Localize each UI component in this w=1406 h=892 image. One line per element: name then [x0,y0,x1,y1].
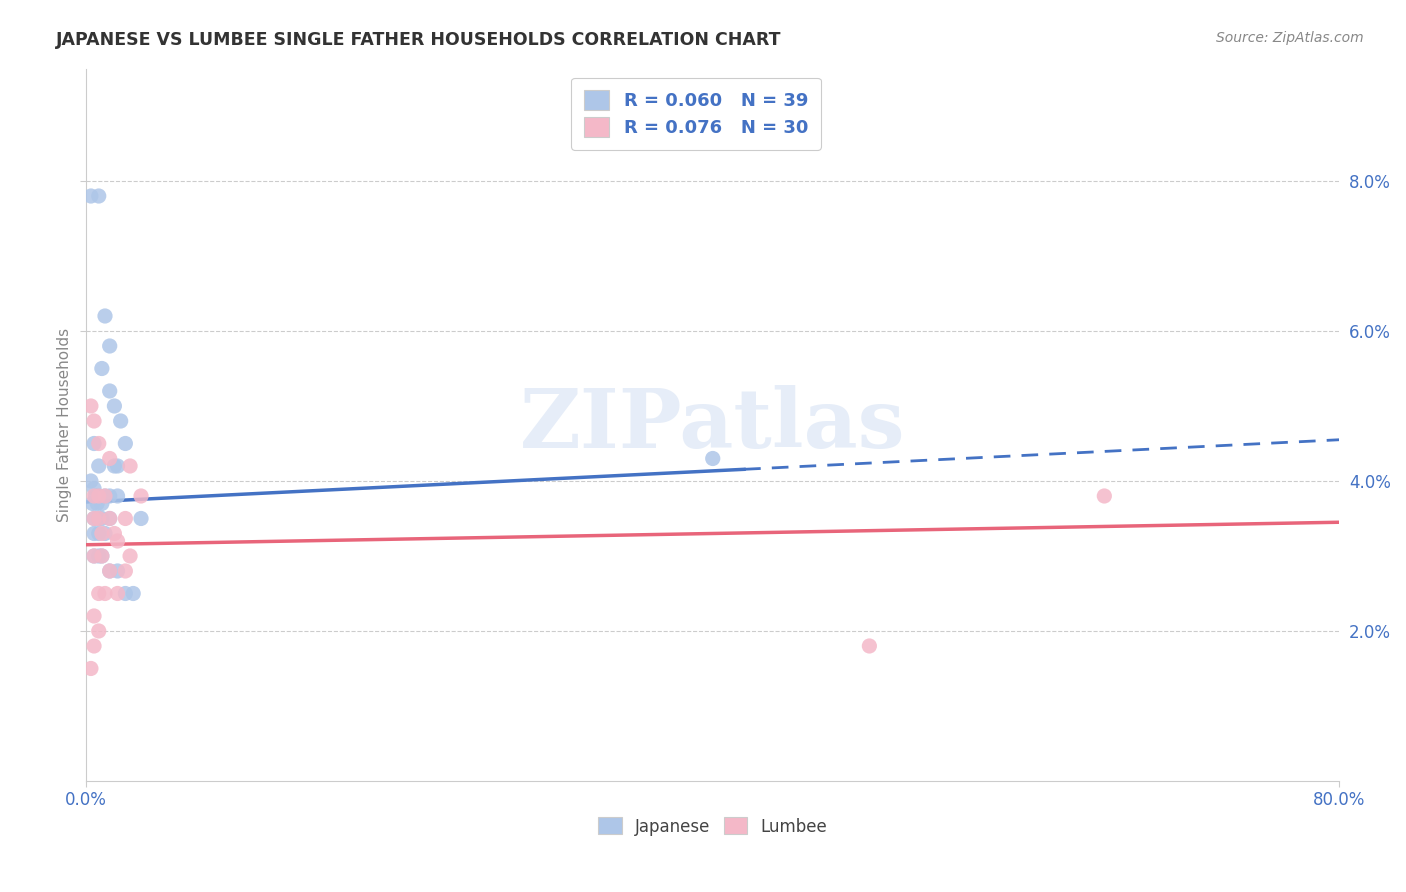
Point [87,624,110,638]
Point [98,339,121,353]
Point [129,511,152,525]
Point [94,586,117,600]
Point [94,309,117,323]
Point [94,526,117,541]
Point [103,526,125,541]
Point [98,384,121,398]
Point [87,458,110,473]
Point [129,489,152,503]
Text: Source: ZipAtlas.com: Source: ZipAtlas.com [1216,31,1364,45]
Point [107,458,129,473]
Point [87,549,110,563]
Point [87,489,110,503]
Point [98,564,121,578]
Point [114,586,136,600]
Point [83,489,105,503]
Text: JAPANESE VS LUMBEE SINGLE FATHER HOUSEHOLDS CORRELATION CHART: JAPANESE VS LUMBEE SINGLE FATHER HOUSEHO… [56,31,782,49]
Point [90,496,112,510]
Point [83,549,105,563]
Point [83,436,105,450]
Point [98,511,121,525]
Point [107,533,129,548]
Point [87,511,110,525]
Point [98,511,121,525]
Point [90,549,112,563]
Point [90,511,112,525]
Point [107,564,129,578]
Point [80,474,103,488]
Point [83,511,105,525]
Point [83,414,105,428]
Point [114,564,136,578]
Point [83,482,105,496]
Text: ZIPatlas: ZIPatlas [520,384,905,465]
Point [83,549,105,563]
Point [120,549,142,563]
Point [103,399,125,413]
Y-axis label: Single Father Households: Single Father Households [58,327,72,522]
Point [80,661,103,675]
Legend: Japanese, Lumbee: Japanese, Lumbee [591,809,835,844]
Point [87,189,110,203]
Point [82,496,104,510]
Point [110,414,132,428]
Point [90,361,112,376]
Point [83,609,105,624]
Point [87,511,110,525]
Point [86,496,108,510]
Point [90,526,112,541]
Point [122,586,145,600]
Point [120,458,142,473]
Point [80,189,103,203]
Point [114,436,136,450]
Point [94,489,117,503]
Point [83,639,105,653]
Point [98,451,121,466]
Point [1092,489,1115,503]
Point [84,489,107,503]
Point [87,436,110,450]
Point [98,489,121,503]
Point [702,451,724,466]
Point [103,458,125,473]
Point [83,511,105,525]
Point [858,639,880,653]
Point [90,549,112,563]
Point [98,564,121,578]
Point [83,526,105,541]
Point [94,489,117,503]
Point [80,399,103,413]
Point [107,586,129,600]
Point [114,511,136,525]
Point [87,489,110,503]
Point [87,586,110,600]
Point [87,526,110,541]
Point [107,489,129,503]
